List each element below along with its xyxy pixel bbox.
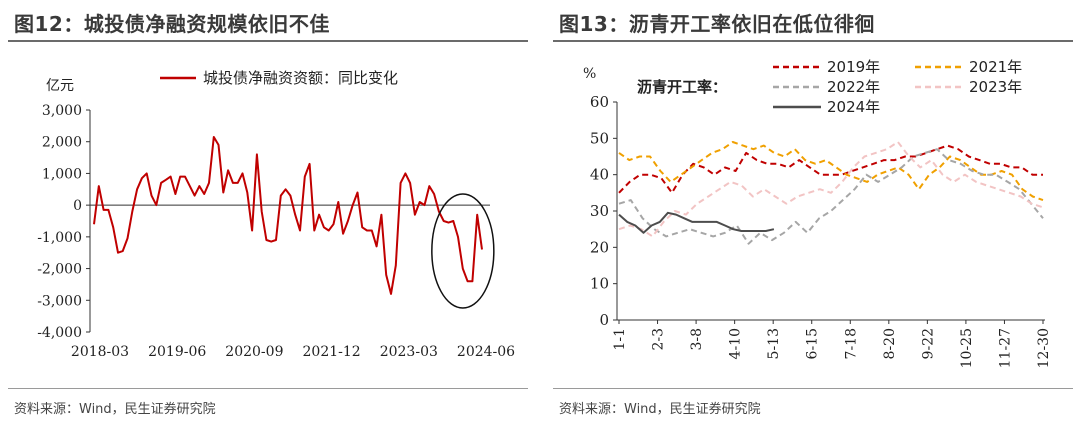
panel-right: 图13：沥青开工率依旧在低位徘徊 % 60 50 40 30 20 10 0 1-1 2-3 3-8… (545, 0, 1080, 428)
left-y-tick-label: 1,000 (42, 166, 82, 182)
right-x-tick-label: 8-20 (882, 328, 898, 359)
right-series-line (618, 211, 775, 234)
left-x-tick-label: 2018-03 (71, 344, 129, 360)
left-legend-label: 城投债净融资资额：同比变化 (203, 69, 398, 87)
left-x-tick-label: 2021-12 (303, 344, 361, 360)
right-legend-label: 2024年 (827, 98, 880, 116)
right-x-tick-label: 2-3 (651, 328, 667, 351)
right-source-note: 资料来源：Wind，民生证券研究院 (559, 402, 761, 417)
right-chart: % 60 50 40 30 20 10 01-1 2-3 3-8 4-10 5-13 6-15 7-18 8… (583, 58, 1052, 368)
left-x-tick-label: 2024-06 (457, 344, 515, 360)
right-chart-title: 图13：沥青开工率依旧在低位徘徊 (559, 12, 875, 36)
left-bottom-rule (8, 388, 528, 389)
left-series-line (93, 136, 483, 295)
left-y-tick-label: -1,000 (37, 230, 82, 246)
left-x-tick-label: 2020-09 (225, 344, 283, 360)
left-chart: 亿元 3,000 2,000 1,000 0 -1,000 -2,000 -3,000 -4,0… (37, 69, 515, 360)
left-x-tick-label: 2019-06 (148, 344, 206, 360)
right-y-tick-label: 50 (590, 129, 609, 147)
right-y-tick-label: 30 (590, 202, 609, 220)
right-series-line (618, 141, 1044, 202)
right-x-tick-label: 3-8 (689, 328, 705, 351)
right-y-tick-label: 40 (590, 166, 609, 184)
right-y-tick-label: 0 (599, 311, 609, 329)
left-y-tick-label: 3,000 (42, 103, 82, 119)
panel-left: 图12：城投债净融资规模依旧不佳 亿元 3,000 2,000 1,000 0 -1,00… (0, 0, 535, 428)
right-x-tick-label: 4-10 (728, 328, 744, 359)
right-x-tick-label: 10-25 (959, 328, 975, 368)
right-y-unit: % (583, 66, 596, 82)
right-y-tick-label: 60 (590, 93, 609, 111)
right-title-rule (553, 40, 1073, 42)
right-x-tick-label: 7-18 (843, 328, 859, 359)
left-y-tick-label: -2,000 (37, 262, 82, 278)
right-series-line (618, 144, 1043, 194)
right-x-tick-label: 5-13 (766, 328, 782, 359)
right-x-tick-label: 11-27 (997, 328, 1013, 368)
right-legend-label: 2022年 (827, 78, 880, 96)
right-y-tick-label: 10 (590, 275, 609, 293)
right-legend-label: 2023年 (969, 78, 1022, 96)
left-chart-title: 图12：城投债净融资规模依旧不佳 (14, 12, 330, 36)
right-x-tick-label: 6-15 (805, 328, 821, 359)
left-y-tick-label: 0 (73, 198, 82, 214)
right-y-tick-label: 20 (590, 238, 609, 256)
right-legend-label: 2019年 (827, 58, 880, 76)
left-y-unit: 亿元 (46, 78, 74, 94)
left-y-tick-label: -4,000 (37, 325, 82, 341)
right-series-line (618, 148, 1044, 245)
left-annotation-ellipse (431, 193, 495, 309)
right-x-tick-label: 1-1 (612, 328, 628, 351)
left-source-note: 资料来源：Wind，民生证券研究院 (14, 402, 216, 417)
right-legend-label: 2021年 (969, 58, 1022, 76)
right-series-line (618, 141, 1044, 238)
left-title-rule (8, 40, 528, 42)
right-x-tick-label: 12-30 (1036, 328, 1052, 368)
left-y-tick-label: 2,000 (42, 135, 82, 151)
right-bottom-rule (553, 388, 1073, 389)
right-legend-title: 沥青开工率： (637, 78, 727, 96)
left-y-tick-label: -3,000 (37, 293, 82, 309)
right-x-tick-label: 9-22 (920, 328, 936, 359)
left-x-tick-label: 2023-03 (380, 344, 438, 360)
